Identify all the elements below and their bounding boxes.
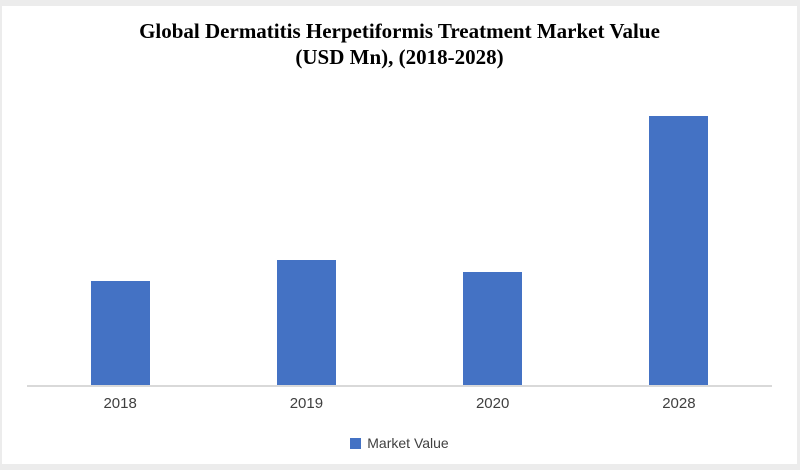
legend-label: Market Value xyxy=(367,435,449,451)
chart-title: Global Dermatitis Herpetiformis Treatmen… xyxy=(2,18,797,71)
bar-2018 xyxy=(90,281,150,385)
bar-slot xyxy=(213,91,399,385)
plot-area xyxy=(27,91,772,387)
x-axis-label-2018: 2018 xyxy=(103,395,137,412)
x-axis-labels: 2018 2019 2020 2028 xyxy=(27,395,772,412)
chart-title-line2: (USD Mn), (2018-2028) xyxy=(295,45,504,70)
chart-title-line1: Global Dermatitis Herpetiformis Treatmen… xyxy=(139,19,660,43)
bar-2020 xyxy=(463,272,523,385)
legend: Market Value xyxy=(2,435,797,451)
x-axis-label-2020: 2020 xyxy=(475,395,510,412)
legend-marker-icon xyxy=(350,437,362,449)
bar-slot xyxy=(586,91,772,385)
x-axis-label-2028: 2028 xyxy=(662,395,696,412)
x-axis-label-2019: 2019 xyxy=(289,395,324,412)
bar-slot xyxy=(400,91,586,385)
bar-slot xyxy=(27,91,213,385)
bar-2019 xyxy=(276,260,336,385)
bar-2028 xyxy=(649,116,709,385)
